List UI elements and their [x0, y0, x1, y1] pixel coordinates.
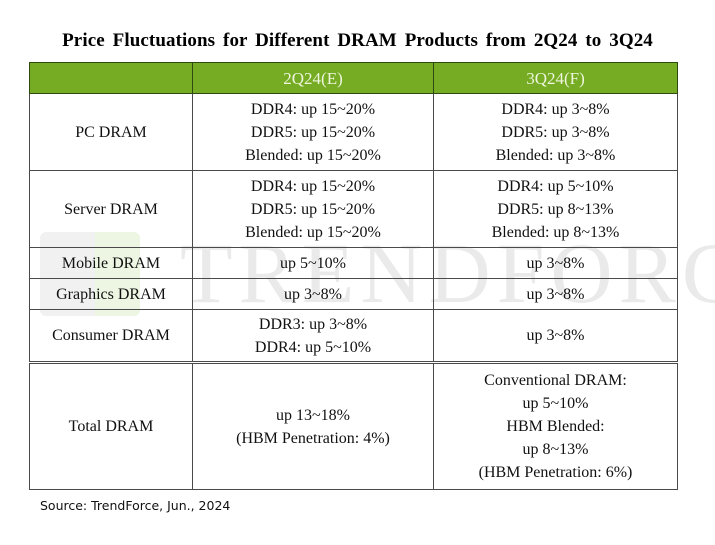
header-cell-2q24: 2Q24(E) — [192, 62, 434, 94]
product-cell: Graphics DRAM — [29, 278, 193, 310]
product-cell: Total DRAM — [29, 362, 193, 490]
q2-line: up 3~8% — [284, 285, 342, 303]
q2-cell: up 5~10% — [192, 247, 434, 279]
q2-line: Blended: up 15~20% — [245, 223, 381, 241]
q2-line: DDR5: up 15~20% — [250, 123, 376, 141]
dram-price-table: 2Q24(E) 3Q24(F) PC DRAM DDR4: up 15~20% … — [29, 62, 678, 490]
q3-line: up 5~10% — [522, 395, 589, 412]
table-row-server-dram: Server DRAM DDR4: up 15~20% DDR5: up 15~… — [29, 170, 678, 248]
q2-line: up 13~18% — [276, 406, 350, 424]
q3-cell: up 3~8% — [433, 278, 678, 310]
table-row-pc-dram: PC DRAM DDR4: up 15~20% DDR5: up 15~20% … — [29, 93, 678, 171]
q2-cell: up 3~8% — [192, 278, 434, 310]
q2-line: DDR4: up 15~20% — [250, 177, 376, 195]
table-row-consumer-dram: Consumer DRAM DDR3: up 3~8% DDR4: up 5~1… — [29, 309, 678, 364]
header-cell-3q24: 3Q24(F) — [433, 62, 678, 94]
q2-cell: up 13~18% (HBM Penetration: 4%) — [192, 362, 434, 490]
q2-line: DDR5: up 15~20% — [250, 200, 376, 218]
q2-line: DDR3: up 3~8% — [258, 315, 368, 333]
q3-line: DDR4: up 5~10% — [497, 177, 614, 195]
table-row-total-dram: Total DRAM up 13~18% (HBM Penetration: 4… — [29, 362, 678, 490]
header-cell-product — [29, 62, 193, 94]
q3-cell: up 3~8% — [433, 309, 678, 364]
product-cell: PC DRAM — [29, 93, 193, 171]
q2-line: DDR4: up 15~20% — [250, 100, 376, 118]
q3-line: DDR5: up 8~13% — [497, 200, 614, 218]
q3-line: up 3~8% — [526, 285, 585, 303]
q3-line: DDR4: up 3~8% — [501, 100, 610, 118]
table-row-mobile-dram: Mobile DRAM up 5~10% up 3~8% — [29, 247, 678, 279]
source-note: Source: TrendForce, Jun., 2024 — [40, 498, 231, 513]
q3-line: DDR5: up 3~8% — [501, 123, 610, 141]
q2-line: DDR4: up 5~10% — [254, 338, 372, 356]
q3-cell: DDR4: up 3~8% DDR5: up 3~8% Blended: up … — [433, 93, 678, 171]
q3-cell: up 3~8% — [433, 247, 678, 279]
product-cell: Server DRAM — [29, 170, 193, 248]
q3-line: Blended: up 8~13% — [491, 223, 620, 241]
table-row-graphics-dram: Graphics DRAM up 3~8% up 3~8% — [29, 278, 678, 310]
q3-cell: Conventional DRAM: up 5~10% HBM Blended:… — [433, 362, 678, 490]
q3-line: up 3~8% — [526, 254, 585, 272]
product-cell: Mobile DRAM — [29, 247, 193, 279]
q3-line: Conventional DRAM: — [484, 372, 627, 389]
q2-cell: DDR4: up 15~20% DDR5: up 15~20% Blended:… — [192, 170, 434, 248]
q3-line: up 3~8% — [526, 327, 585, 344]
q2-line: up 5~10% — [280, 254, 346, 272]
q3-line: Blended: up 3~8% — [495, 146, 616, 164]
q3-cell: DDR4: up 5~10% DDR5: up 8~13% Blended: u… — [433, 170, 678, 248]
q2-cell: DDR4: up 15~20% DDR5: up 15~20% Blended:… — [192, 93, 434, 171]
product-cell: Consumer DRAM — [29, 309, 193, 364]
q3-line: (HBM Penetration: 6%) — [478, 464, 633, 481]
header-row: 2Q24(E) 3Q24(F) — [29, 62, 678, 94]
q2-line: (HBM Penetration: 4%) — [236, 429, 390, 447]
q2-cell: DDR3: up 3~8% DDR4: up 5~10% — [192, 309, 434, 364]
q3-line: HBM Blended: — [506, 418, 605, 435]
q2-line: Blended: up 15~20% — [245, 146, 381, 164]
table-title: Price Fluctuations for Different DRAM Pr… — [62, 30, 653, 51]
q3-line: up 8~13% — [522, 441, 589, 458]
